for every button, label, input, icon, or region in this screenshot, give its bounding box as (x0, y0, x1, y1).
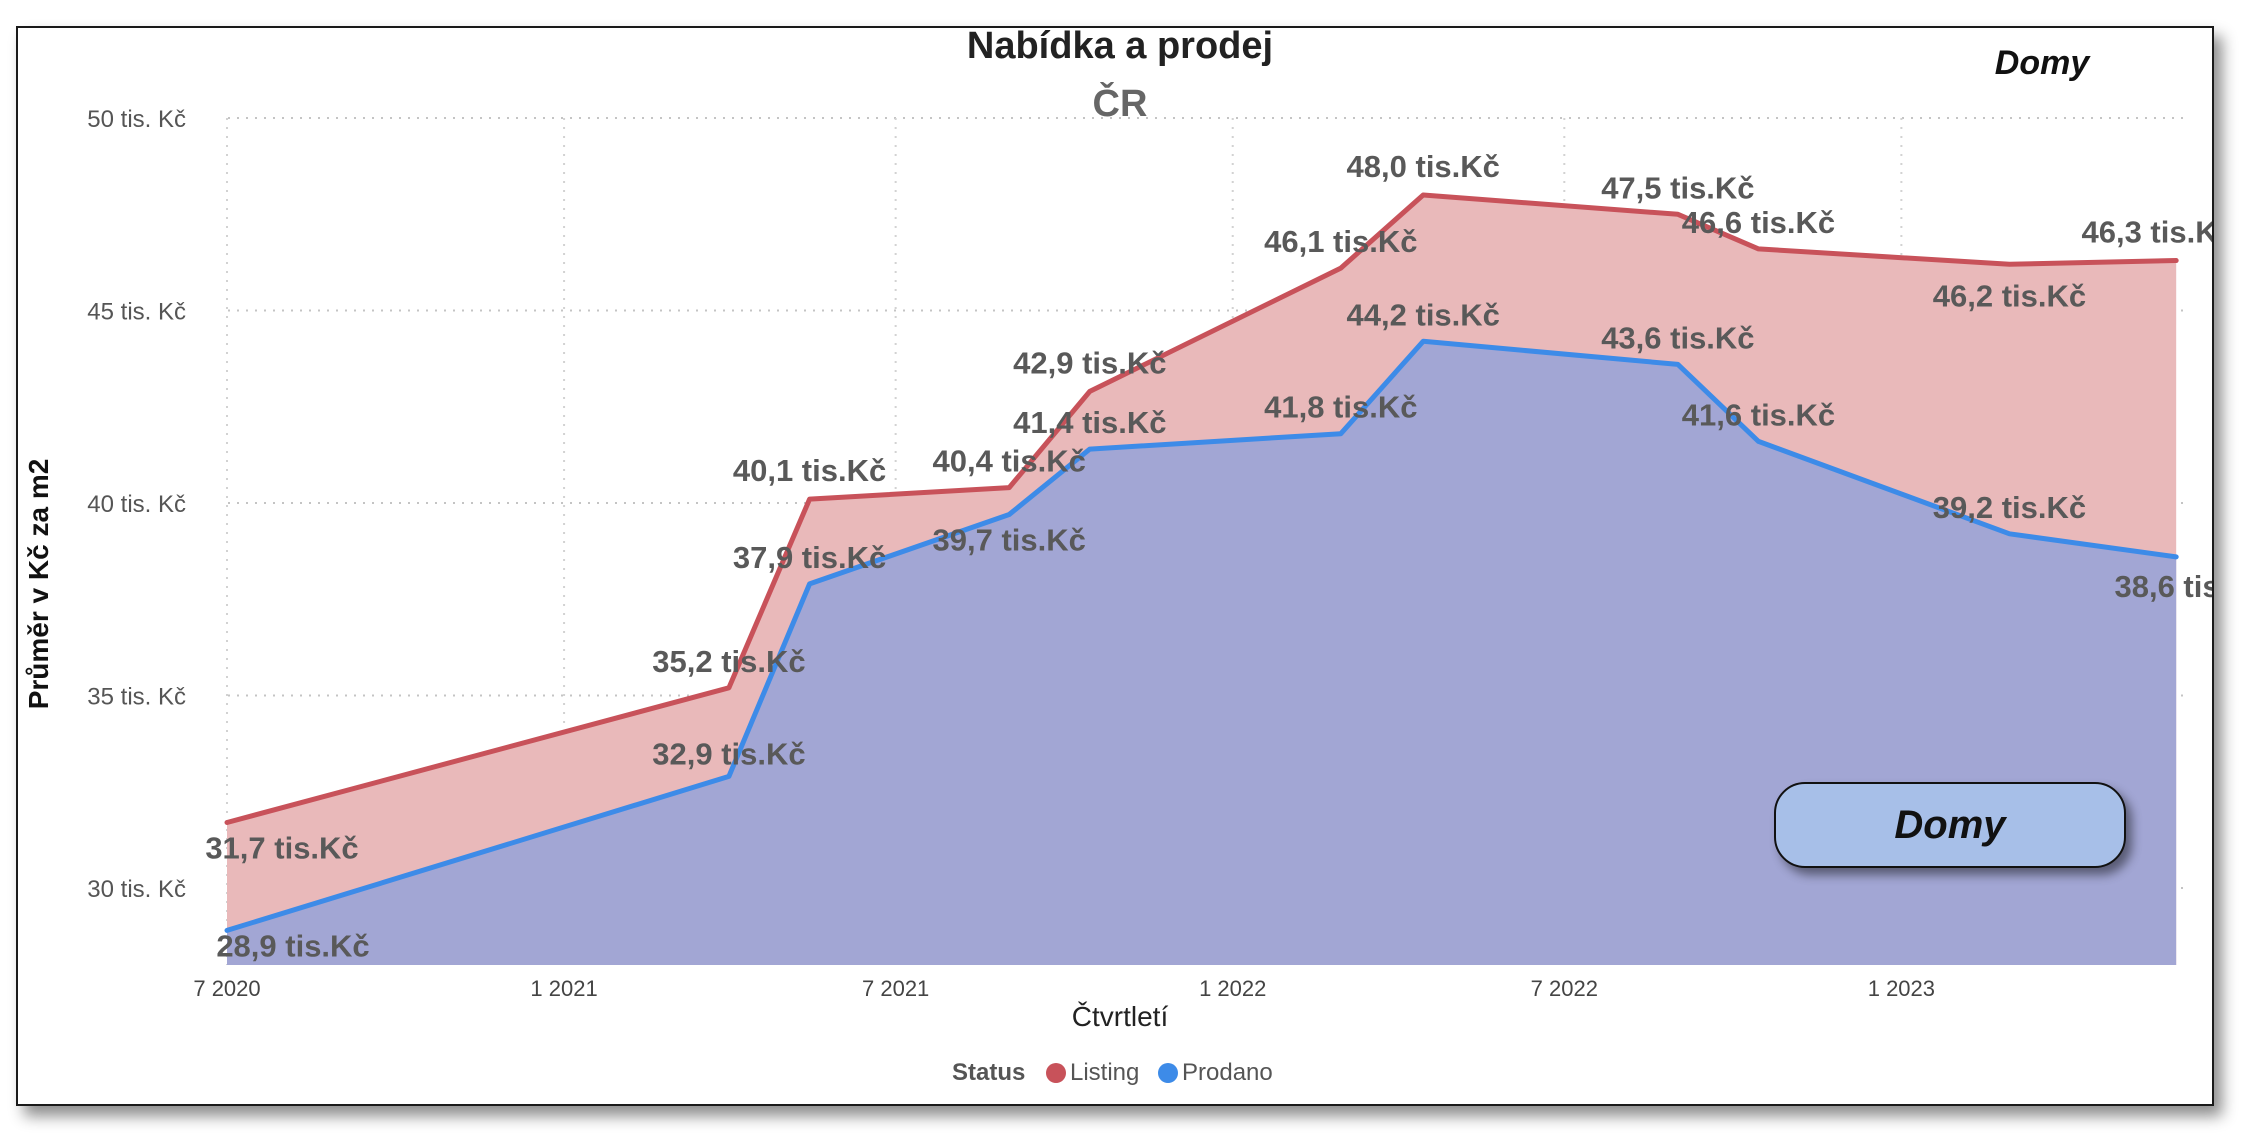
data-label-prodano-0: 28,9 tis.Kč (216, 928, 369, 963)
line-prodano (224, 338, 2179, 933)
area-layer (227, 195, 2177, 965)
data-label-listing-10: 46,3 tis.Kč (2081, 214, 2212, 249)
data-label-listing-7: 47,5 tis.Kč (1601, 170, 1754, 205)
data-label-prodano-2: 37,9 tis.Kč (733, 540, 886, 575)
legend-title: Status (952, 1059, 1025, 1086)
data-label-prodano-10: 38,6 tis.Kč (2114, 569, 2212, 604)
data-label-prodano-4: 41,4 tis.Kč (1013, 405, 1166, 440)
area-prodano (227, 341, 2177, 965)
data-label-listing-5: 46,1 tis.Kč (1264, 224, 1417, 259)
chart-title: Nabídka a prodej (967, 28, 1273, 67)
badge: Domy (1774, 782, 2126, 868)
y-tick-label-2: 40 tis. Kč (87, 491, 186, 518)
data-label-prodano-6: 44,2 tis.Kč (1347, 297, 1500, 332)
data-label-listing-9: 46,2 tis.Kč (1933, 278, 2086, 313)
data-label-listing-0: 31,7 tis.Kč (205, 831, 358, 866)
x-tick-label-2: 7 2021 (862, 976, 929, 1001)
data-label-listing-3: 40,4 tis.Kč (933, 444, 1086, 479)
corner-label: Domy (1995, 44, 2092, 82)
x-axis-label: Čtvrtletí (1072, 1001, 1169, 1032)
y-tick-label-3: 45 tis. Kč (87, 299, 186, 326)
data-labels: 31,7 tis.Kč 35,2 tis.Kč 40,1 tis.Kč 40,4 ti… (205, 149, 2212, 963)
data-label-listing-4: 42,9 tis.Kč (1013, 345, 1166, 380)
data-label-prodano-1: 32,9 tis.Kč (652, 736, 805, 771)
data-label-prodano-3: 39,7 tis.Kč (933, 523, 1086, 558)
data-label-listing-8: 46,6 tis.Kč (1682, 205, 1835, 240)
data-label-listing-6: 48,0 tis.Kč (1347, 149, 1500, 184)
line-layer (224, 192, 2179, 933)
legend-item-listing: Listing (1070, 1059, 1139, 1086)
y-tick-label-1: 35 tis. Kč (87, 684, 186, 711)
x-tick-label-5: 1 2023 (1868, 976, 1935, 1001)
x-tick-labels: 7 2020 1 2021 7 2021 1 2022 7 2022 1 2023 (193, 976, 1935, 1001)
legend: Status Listing Prodano (952, 1059, 1273, 1086)
legend-marker-listing (1046, 1063, 1066, 1083)
legend-marker-prodano (1158, 1063, 1178, 1083)
x-tick-label-4: 7 2022 (1531, 976, 1598, 1001)
data-label-listing-2: 40,1 tis.Kč (733, 453, 886, 488)
data-label-prodano-9: 39,2 tis.Kč (1933, 490, 2086, 525)
y-tick-label-0: 30 tis. Kč (87, 876, 186, 903)
badge-box (1774, 782, 2126, 868)
x-tick-label-3: 1 2022 (1199, 976, 1266, 1001)
badge-label: Domy (1894, 803, 2007, 847)
legend-item-prodano: Prodano (1182, 1059, 1273, 1086)
y-tick-labels: 30 tis. Kč 35 tis. Kč 40 tis. Kč 45 tis. Kč… (87, 106, 186, 903)
chart-frame: Nabídka a prodej ČR Domy 30 tis. Kč 35 ti… (16, 26, 2214, 1106)
data-label-prodano-8: 41,6 tis.Kč (1682, 397, 1835, 432)
data-label-prodano-5: 41,8 tis.Kč (1264, 390, 1417, 425)
y-tick-label-4: 50 tis. Kč (87, 106, 186, 133)
line-listing (224, 192, 2179, 825)
x-tick-label-0: 7 2020 (193, 976, 260, 1001)
y-axis-label: Průměr v Kč za m2 (23, 459, 54, 710)
x-tick-label-1: 1 2021 (530, 976, 597, 1001)
data-label-listing-1: 35,2 tis.Kč (652, 644, 805, 679)
data-label-prodano-7: 43,6 tis.Kč (1601, 320, 1754, 355)
